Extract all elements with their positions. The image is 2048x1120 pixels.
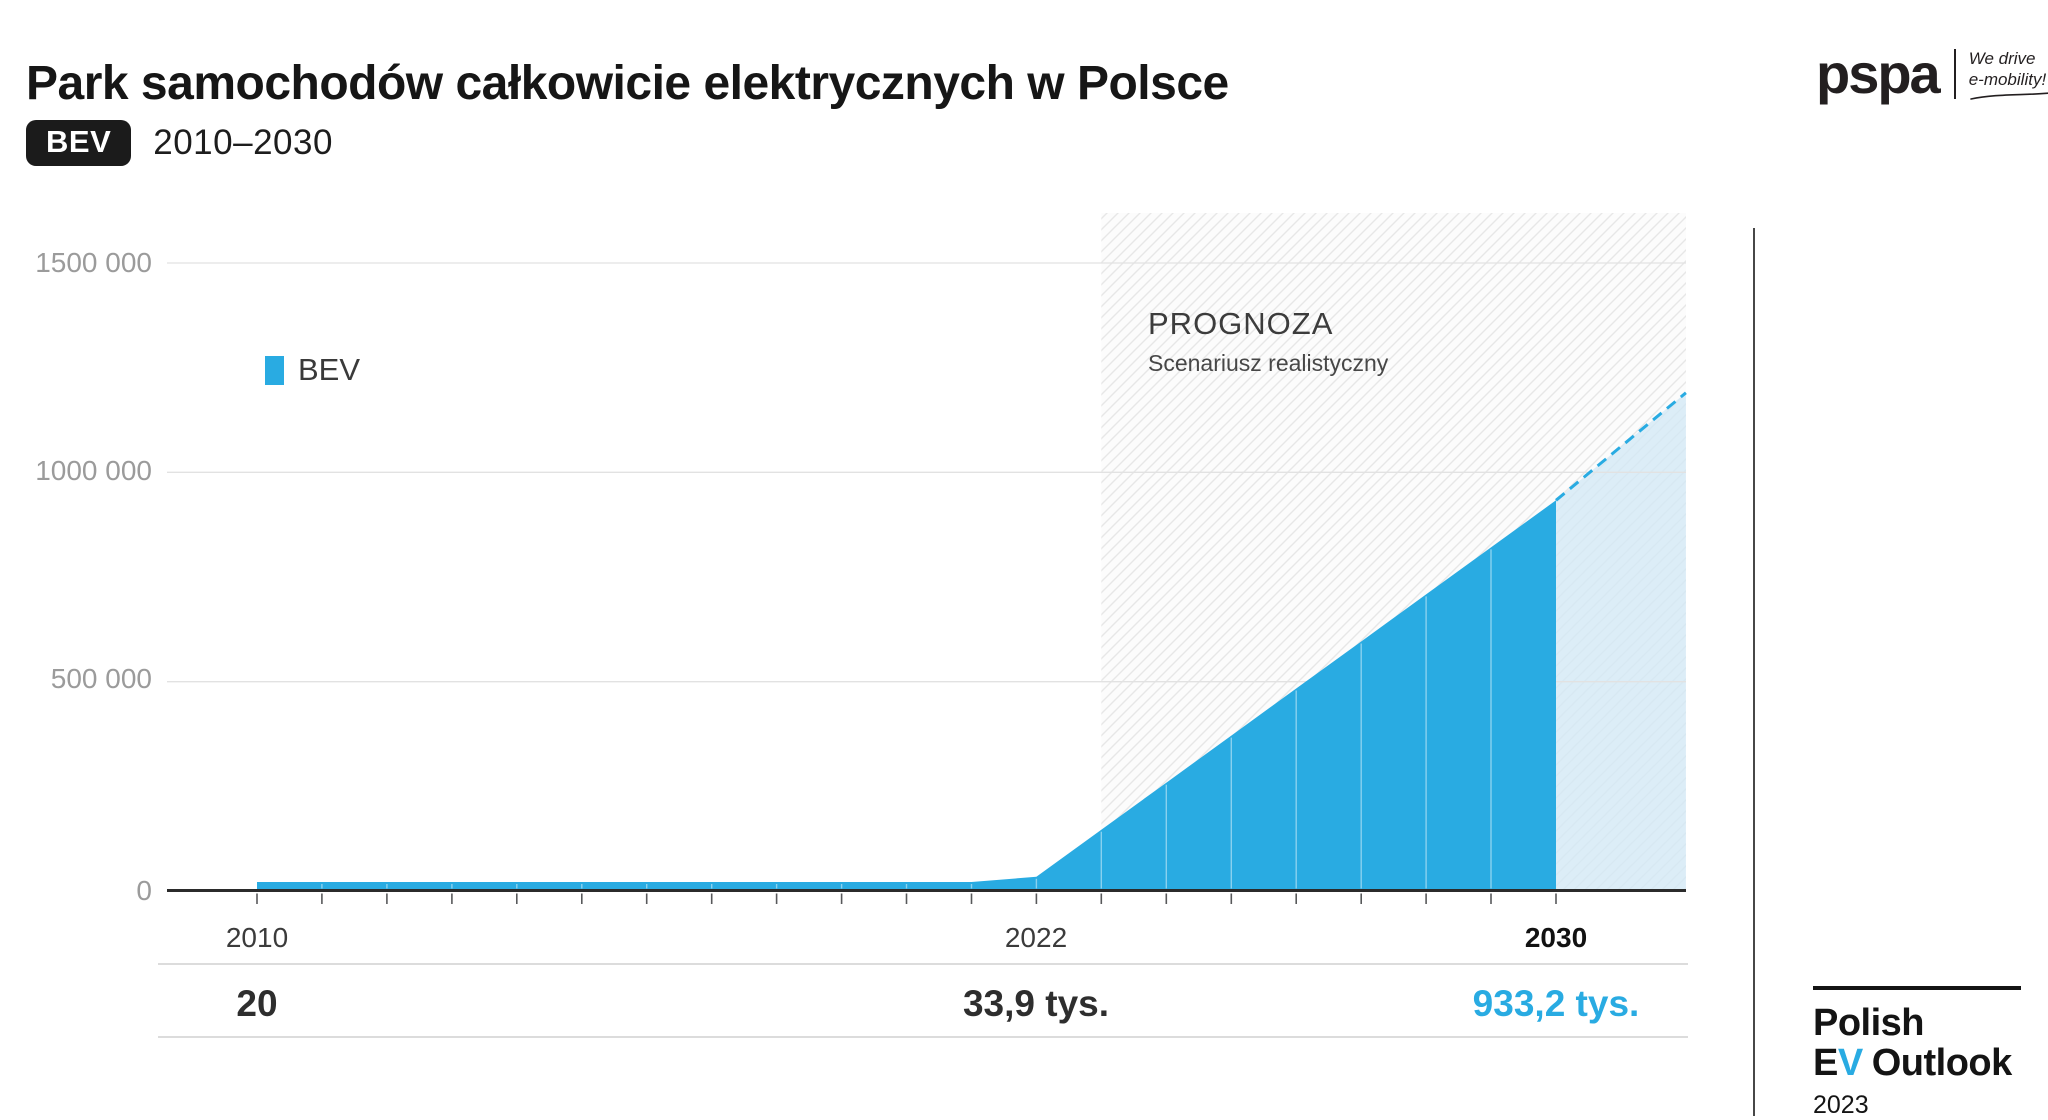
pspa-tagline-line1: We drive <box>1968 49 2036 68</box>
x-axis-label-2010: 2010 <box>225 922 289 953</box>
y-axis-label-1000000: 1000 000 <box>35 455 152 486</box>
divider-line-top <box>158 963 1688 965</box>
divider-line-bottom <box>158 1036 1688 1038</box>
value-2030: 933,2 tys. <box>1472 983 1640 1024</box>
value-2010: 20 <box>236 983 278 1024</box>
outlook-word: Outlook <box>1871 1041 2013 1084</box>
bev-legend-label: BEV <box>298 352 361 387</box>
pspa-tagline: We drive e-mobility! <box>1969 48 2048 100</box>
page-title: Park samochodów całkowicie elektrycznych… <box>26 57 1229 110</box>
outlook-logo-year: 2023 <box>1813 1090 1869 1119</box>
y-axis-label-1500000: 1500 000 <box>35 247 152 278</box>
forecast-title: PROGNOZA <box>1148 306 1334 341</box>
y-axis-label-0: 0 <box>136 875 152 906</box>
value-2022: 33,9 tys. <box>962 983 1110 1024</box>
outlook-logo-line2: EV Outlook <box>1813 1041 2021 1084</box>
outlook-letter-v: V <box>1837 1041 1863 1084</box>
subtitle-row: BEV 2010–2030 <box>26 120 333 166</box>
year-range: 2010–2030 <box>153 123 333 162</box>
outlook-logo-bar <box>1813 986 2021 990</box>
pspa-divider-bar <box>1953 48 1956 99</box>
right-separator-line <box>1753 228 1755 1116</box>
pspa-tagline-line2: e-mobility! <box>1968 70 2047 90</box>
outlook-letter-e: E <box>1813 1041 1838 1084</box>
bev-legend-swatch <box>265 355 284 385</box>
x-axis-label-2030: 2030 <box>1524 922 1588 953</box>
polish-ev-outlook-logo: Polish EV Outlook 2023 <box>1813 986 2021 1120</box>
y-axis-label-500000: 500 000 <box>50 663 152 694</box>
pspa-logo: pspa We drive e-mobility! <box>1816 41 2048 105</box>
outlook-logo-line1: Polish <box>1813 1002 1925 1044</box>
bev-badge: BEV <box>26 120 132 166</box>
pspa-wordmark: pspa <box>1816 41 1941 105</box>
forecast-subtitle: Scenariusz realistyczny <box>1148 350 1389 376</box>
pspa-swoosh-underline <box>1969 91 2048 100</box>
chart-legend: BEV <box>265 352 360 388</box>
x-axis-label-2022: 2022 <box>1004 922 1068 953</box>
